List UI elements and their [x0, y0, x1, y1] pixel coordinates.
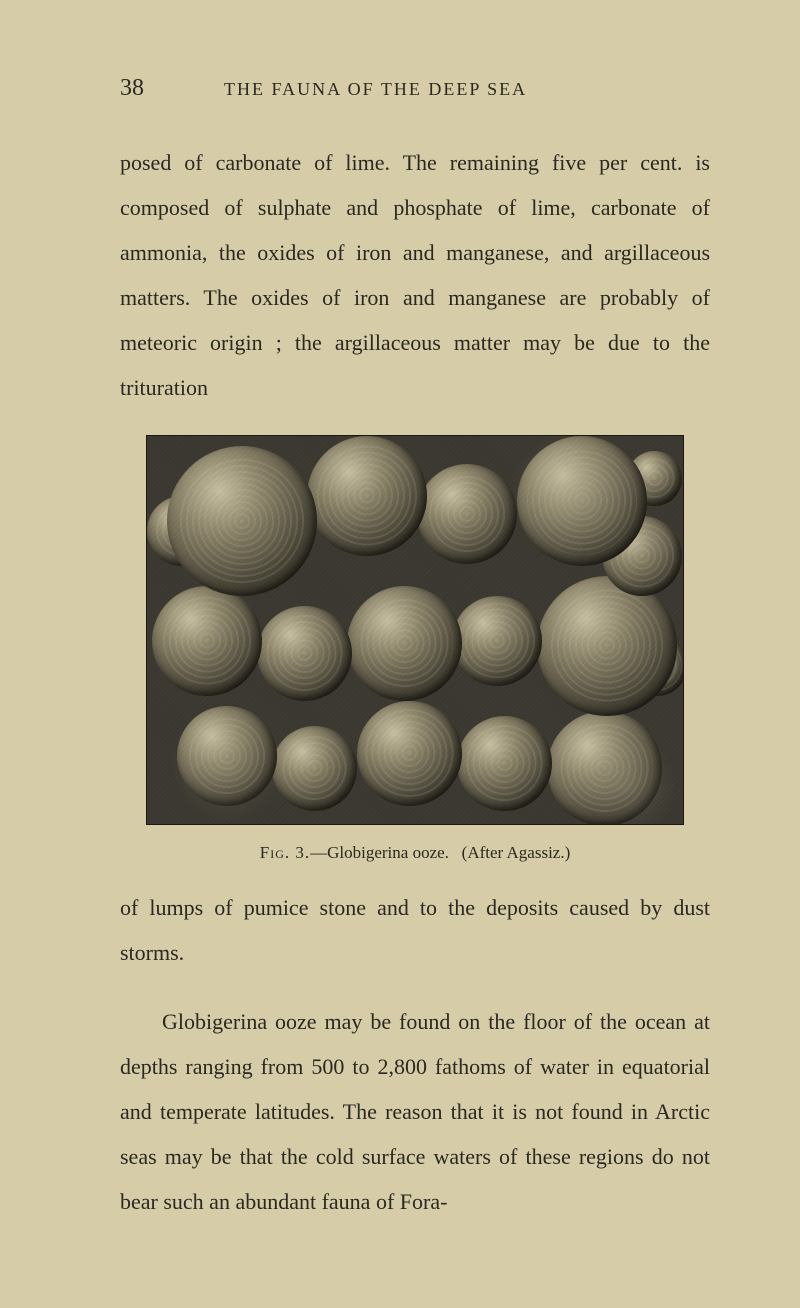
globigerina-sphere — [457, 716, 552, 811]
paragraph-3: Globigerina ooze may be found on the flo… — [120, 999, 710, 1224]
globigerina-sphere — [177, 706, 277, 806]
globigerina-sphere — [167, 446, 317, 596]
globigerina-sphere — [517, 436, 647, 566]
globigerina-sphere — [537, 576, 677, 716]
figure-label: Fig. 3. — [260, 843, 310, 862]
figure-title: —Globigerina ooze. — [310, 843, 449, 862]
globigerina-sphere — [257, 606, 352, 701]
figure-3: Fig. 3.—Globigerina ooze. (After Agassiz… — [146, 435, 684, 863]
globigerina-sphere — [547, 711, 662, 825]
running-head: THE FAUNA OF THE DEEP SEA — [224, 79, 527, 100]
figure-image-globigerina-ooze — [146, 435, 684, 825]
page-container: 38 THE FAUNA OF THE DEEP SEA posed of ca… — [0, 0, 800, 1308]
paragraph-1: posed of carbonate of lime. The remainin… — [120, 140, 710, 411]
globigerina-sphere — [452, 596, 542, 686]
globigerina-sphere — [307, 436, 427, 556]
page-header: 38 THE FAUNA OF THE DEEP SEA — [120, 75, 710, 102]
globigerina-sphere — [357, 701, 462, 806]
page-number: 38 — [120, 75, 144, 102]
globigerina-sphere — [417, 464, 517, 564]
figure-attribution: (After Agassiz.) — [462, 843, 571, 862]
globigerina-sphere — [152, 586, 262, 696]
figure-caption: Fig. 3.—Globigerina ooze. (After Agassiz… — [146, 843, 684, 863]
paragraph-2: of lumps of pumice stone and to the depo… — [120, 885, 710, 975]
globigerina-sphere — [347, 586, 462, 701]
globigerina-sphere — [272, 726, 357, 811]
